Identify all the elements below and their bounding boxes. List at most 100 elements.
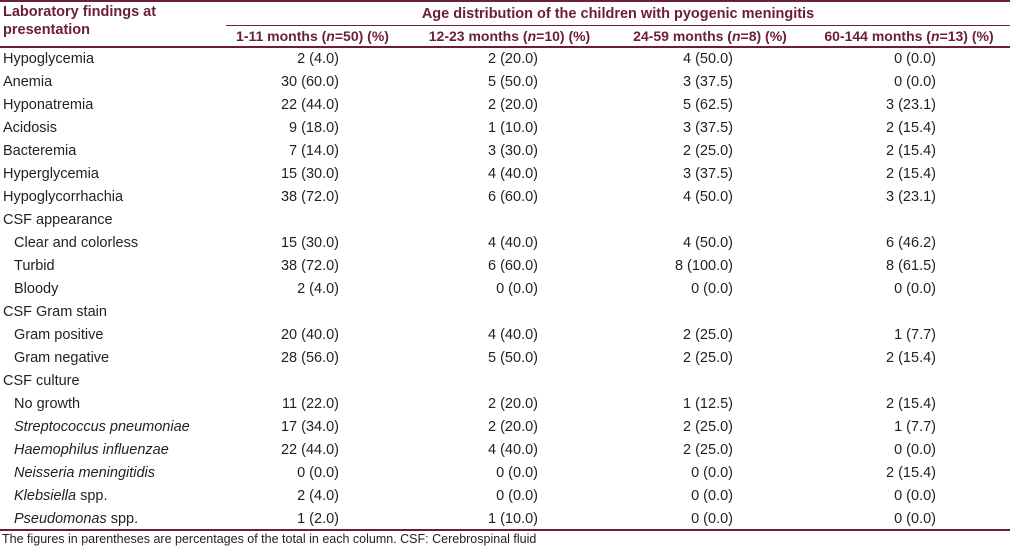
table-cell: 2 (25.0)	[683, 442, 733, 458]
spanner-rule	[226, 25, 1010, 26]
row-label: Acidosis	[3, 120, 57, 136]
table-cell: 2 (15.4)	[886, 396, 936, 412]
table-cell: 3 (37.5)	[683, 166, 733, 182]
table-cell: 11 (22.0)	[282, 396, 339, 412]
table-cell: 1 (10.0)	[488, 120, 538, 136]
table-cell: 2 (25.0)	[683, 327, 733, 343]
table-cell: 2 (4.0)	[297, 488, 339, 504]
table-cell: 9 (18.0)	[289, 120, 339, 136]
table-cell: 0 (0.0)	[691, 281, 733, 297]
table-cell: 0 (0.0)	[894, 74, 936, 90]
table-cell: 2 (20.0)	[488, 419, 538, 435]
table-cell: 15 (30.0)	[280, 235, 339, 251]
table-cell: 2 (20.0)	[488, 51, 538, 67]
table-cell: 38 (72.0)	[280, 189, 339, 205]
table-row: Clear and colorless 15 (30.0) 4 (40.0) 4 (5…	[0, 232, 1010, 255]
table-cell: 4 (40.0)	[488, 166, 538, 182]
table-cell: 3 (23.1)	[886, 189, 936, 205]
table-cell: 0 (0.0)	[297, 465, 339, 481]
table-cell: 8 (100.0)	[674, 258, 733, 274]
table-cell: 0 (0.0)	[894, 51, 936, 67]
bottom-rule	[0, 529, 1010, 531]
table-row: Turbid 38 (72.0) 6 (60.0) 8 (100.0) 8 (61.5)	[0, 255, 1010, 278]
table-cell: 2 (20.0)	[488, 97, 538, 113]
column-header-24-59-months: 24-59 months (n=8) (%)	[633, 28, 787, 44]
table-row: Streptococcus pneumoniae 17 (34.0) 2 (20.0…	[0, 416, 1010, 439]
table-cell: 30 (60.0)	[280, 74, 339, 90]
table-cell: 8 (61.5)	[886, 258, 936, 274]
table-cell: 4 (40.0)	[488, 442, 538, 458]
table-cell: 2 (15.4)	[886, 465, 936, 481]
table-row: Bloody 2 (4.0) 0 (0.0) 0 (0.0) 0 (0.0)	[0, 278, 1010, 301]
table-cell: 0 (0.0)	[894, 511, 936, 527]
table-cell: 15 (30.0)	[280, 166, 339, 182]
table-row: Haemophilus influenzae 22 (44.0) 4 (40.0) 2…	[0, 439, 1010, 462]
table-cell: 0 (0.0)	[894, 281, 936, 297]
row-label: Haemophilus influenzae	[14, 442, 169, 458]
column-header-1-11-months: 1-11 months (n=50) (%)	[236, 28, 389, 44]
table-cell: 2 (4.0)	[297, 51, 339, 67]
table-cell: 5 (50.0)	[488, 74, 538, 90]
row-label: Hyponatremia	[3, 97, 94, 113]
table-cell: 0 (0.0)	[691, 465, 733, 481]
table-cell: 17 (34.0)	[280, 419, 339, 435]
row-label: Gram positive	[14, 327, 104, 343]
table-row: CSF appearance	[0, 209, 1010, 232]
table-cell: 4 (40.0)	[488, 327, 538, 343]
table-row: Pseudomonas spp. 1 (2.0) 1 (10.0) 0 (0.0) 0 …	[0, 508, 1010, 531]
table-cell: 2 (15.4)	[886, 166, 936, 182]
header-rule	[0, 46, 1010, 48]
table-cell: 3 (30.0)	[488, 143, 538, 159]
table-row: Hypoglycorrhachia 38 (72.0) 6 (60.0) 4 (50.…	[0, 186, 1010, 209]
table-cell: 4 (50.0)	[683, 189, 733, 205]
row-label: CSF appearance	[3, 212, 113, 228]
row-label: Neisseria meningitidis	[14, 465, 156, 481]
table-row: No growth 11 (22.0) 2 (20.0) 1 (12.5) 2 (15.…	[0, 393, 1010, 416]
table-cell: 2 (15.4)	[886, 143, 936, 159]
table-row: Gram negative 28 (56.0) 5 (50.0) 2 (25.0) 2 …	[0, 347, 1010, 370]
row-label: Hypoglycemia	[3, 51, 95, 67]
table-cell: 4 (50.0)	[683, 51, 733, 67]
table-cell: 3 (37.5)	[683, 120, 733, 136]
table-row: Gram positive 20 (40.0) 4 (40.0) 2 (25.0) 1 …	[0, 324, 1010, 347]
table-row: Anemia 30 (60.0) 5 (50.0) 3 (37.5) 0 (0.0)	[0, 71, 1010, 94]
table-cell: 6 (60.0)	[488, 258, 538, 274]
table-row: Acidosis 9 (18.0) 1 (10.0) 3 (37.5) 2 (15.4)	[0, 117, 1010, 140]
table-footnote: The figures in parentheses are percentag…	[2, 532, 537, 546]
table-cell: 0 (0.0)	[691, 488, 733, 504]
table-cell: 2 (4.0)	[297, 281, 339, 297]
table-row: Hyponatremia 22 (44.0) 2 (20.0) 5 (62.5) 3 (…	[0, 94, 1010, 117]
table-cell: 28 (56.0)	[280, 350, 339, 366]
table-cell: 5 (50.0)	[488, 350, 538, 366]
row-label: Turbid	[14, 258, 55, 274]
row-label: Clear and colorless	[14, 235, 139, 251]
table-cell: 0 (0.0)	[496, 281, 538, 297]
table-row: Bacteremia 7 (14.0) 3 (30.0) 2 (25.0) 2 (15.…	[0, 140, 1010, 163]
table-cell: 4 (50.0)	[683, 235, 733, 251]
table-cell: 1 (7.7)	[894, 327, 936, 343]
table-cell: 2 (25.0)	[683, 419, 733, 435]
row-label: Anemia	[3, 74, 53, 90]
stub-header: Laboratory findings at presentation	[3, 4, 157, 38]
table-cell: 5 (62.5)	[683, 97, 733, 113]
table-cell: 38 (72.0)	[280, 258, 339, 274]
row-label: Hypoglycorrhachia	[3, 189, 124, 205]
table-row: Hypoglycemia 2 (4.0) 2 (20.0) 4 (50.0) 0 (0.…	[0, 48, 1010, 71]
table-cell: 4 (40.0)	[488, 235, 538, 251]
table-cell: 0 (0.0)	[894, 442, 936, 458]
row-label: Bloody	[14, 281, 59, 297]
table-cell: 20 (40.0)	[280, 327, 339, 343]
table-row: Neisseria meningitidis 0 (0.0) 0 (0.0) 0 (0…	[0, 462, 1010, 485]
table-row: CSF culture	[0, 370, 1010, 393]
table-cell: 22 (44.0)	[280, 442, 339, 458]
table-cell: 2 (20.0)	[488, 396, 538, 412]
row-label: CSF culture	[3, 373, 80, 389]
row-label: Gram negative	[14, 350, 110, 366]
row-label: Hyperglycemia	[3, 166, 99, 182]
table-row: Hyperglycemia 15 (30.0) 4 (40.0) 3 (37.5) 2 …	[0, 163, 1010, 186]
table-cell: 0 (0.0)	[691, 511, 733, 527]
table-cell: 1 (12.5)	[683, 396, 733, 412]
table-cell: 2 (25.0)	[683, 143, 733, 159]
table-cell: 1 (10.0)	[488, 511, 538, 527]
table-row: Klebsiella spp. 2 (4.0) 0 (0.0) 0 (0.0) 0 (0…	[0, 485, 1010, 508]
